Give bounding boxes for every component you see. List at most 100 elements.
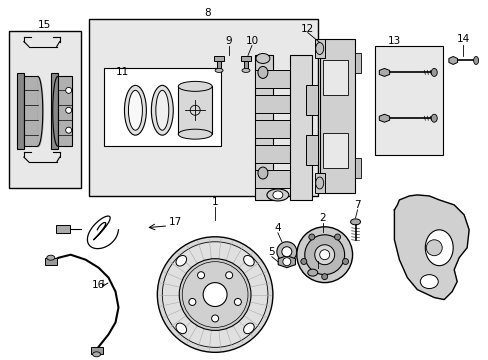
Bar — [254, 55, 272, 200]
Bar — [322, 60, 347, 95]
Text: 2: 2 — [319, 213, 325, 223]
Ellipse shape — [92, 352, 101, 357]
Bar — [56, 225, 69, 233]
Ellipse shape — [47, 255, 55, 260]
Text: 6: 6 — [443, 243, 449, 253]
Circle shape — [319, 250, 329, 260]
Bar — [254, 170, 302, 188]
Ellipse shape — [350, 219, 360, 225]
Text: 5: 5 — [268, 247, 275, 257]
Circle shape — [162, 242, 267, 347]
Ellipse shape — [266, 189, 288, 201]
Ellipse shape — [425, 230, 452, 266]
Ellipse shape — [430, 114, 436, 122]
Ellipse shape — [420, 275, 437, 289]
Ellipse shape — [242, 68, 249, 72]
Circle shape — [203, 283, 226, 306]
Bar — [314, 173, 324, 193]
Ellipse shape — [215, 68, 223, 72]
Ellipse shape — [430, 68, 436, 76]
Text: 9: 9 — [225, 36, 232, 46]
Bar — [214, 57, 224, 62]
Ellipse shape — [151, 85, 173, 135]
Ellipse shape — [178, 129, 212, 139]
Circle shape — [225, 272, 232, 279]
Bar — [241, 57, 250, 62]
Bar — [103, 68, 221, 146]
Bar — [305, 85, 317, 115]
Bar — [305, 135, 317, 165]
Circle shape — [426, 240, 441, 256]
Circle shape — [300, 258, 306, 265]
Bar — [17, 73, 24, 149]
Ellipse shape — [178, 81, 212, 91]
Text: 1: 1 — [211, 197, 218, 207]
Bar — [322, 133, 347, 168]
Bar — [354, 54, 360, 73]
Circle shape — [321, 274, 327, 280]
Ellipse shape — [272, 191, 282, 199]
Text: 12: 12 — [301, 24, 314, 33]
Bar — [244, 62, 247, 69]
Circle shape — [281, 247, 291, 257]
Text: 3: 3 — [314, 251, 321, 261]
Ellipse shape — [156, 90, 168, 130]
Text: 17: 17 — [168, 217, 182, 227]
Circle shape — [342, 258, 348, 265]
Circle shape — [197, 272, 204, 279]
Text: 4: 4 — [274, 223, 281, 233]
Bar — [51, 73, 58, 149]
Bar — [58, 76, 72, 146]
Text: 13: 13 — [387, 36, 400, 46]
Text: 14: 14 — [456, 33, 469, 44]
Circle shape — [65, 127, 72, 133]
Text: 15: 15 — [38, 19, 51, 30]
Bar — [254, 95, 302, 113]
Ellipse shape — [473, 57, 478, 64]
Bar — [90, 347, 102, 354]
Circle shape — [282, 258, 290, 266]
Bar — [319, 39, 354, 193]
Text: 16: 16 — [92, 280, 105, 289]
Bar — [254, 145, 302, 163]
Ellipse shape — [176, 256, 186, 266]
Ellipse shape — [258, 67, 267, 78]
Bar — [88, 19, 317, 196]
Text: 11: 11 — [116, 67, 129, 77]
Ellipse shape — [243, 323, 254, 334]
Circle shape — [182, 262, 247, 328]
Circle shape — [276, 242, 296, 262]
Text: 10: 10 — [245, 36, 258, 46]
Polygon shape — [448, 57, 457, 64]
Text: 8: 8 — [203, 8, 210, 18]
Circle shape — [179, 259, 250, 330]
Ellipse shape — [307, 269, 317, 276]
Bar — [354, 158, 360, 178]
Ellipse shape — [315, 177, 323, 189]
Ellipse shape — [243, 256, 254, 266]
Ellipse shape — [124, 85, 146, 135]
Ellipse shape — [176, 323, 186, 334]
Circle shape — [296, 227, 352, 283]
Circle shape — [314, 245, 334, 265]
Bar — [178, 86, 212, 134]
Circle shape — [334, 234, 340, 240]
Bar — [314, 39, 324, 58]
Circle shape — [308, 234, 314, 240]
Circle shape — [211, 315, 218, 322]
Polygon shape — [278, 256, 295, 268]
Ellipse shape — [258, 167, 267, 179]
Bar — [254, 120, 302, 138]
Circle shape — [65, 107, 72, 113]
Circle shape — [157, 237, 272, 352]
Circle shape — [234, 298, 241, 305]
Circle shape — [304, 235, 344, 275]
Bar — [24, 76, 38, 146]
Ellipse shape — [128, 90, 142, 130]
Bar — [9, 31, 81, 188]
Polygon shape — [394, 195, 468, 300]
Circle shape — [65, 87, 72, 93]
Circle shape — [188, 298, 196, 305]
Polygon shape — [379, 114, 389, 122]
Bar — [45, 258, 57, 265]
